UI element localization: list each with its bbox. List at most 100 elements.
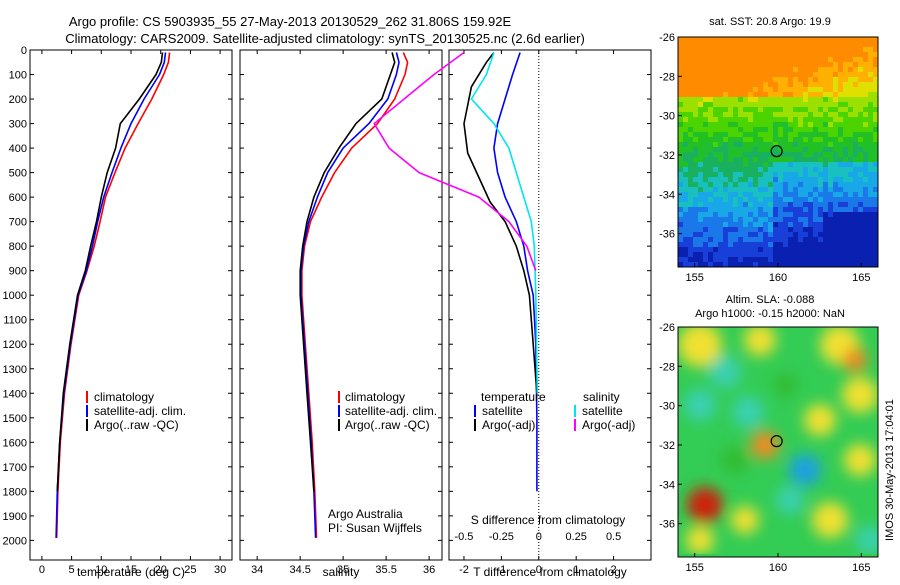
- sst-cell: [678, 217, 683, 222]
- sst-cell: [728, 207, 733, 212]
- sst-cell: [808, 92, 813, 97]
- sst-cell: [763, 117, 768, 122]
- sst-cell: [823, 97, 828, 102]
- sst-cell: [828, 127, 833, 132]
- sst-cell: [733, 242, 738, 247]
- sst-cell: [818, 197, 823, 202]
- sst-cell: [818, 122, 823, 127]
- sst-cell: [703, 137, 708, 142]
- sst-cell: [858, 257, 863, 262]
- x-tick-label: 35: [337, 564, 349, 576]
- sst-cell: [773, 37, 778, 42]
- sst-cell: [723, 77, 728, 82]
- sst-cell: [853, 142, 858, 147]
- sst-cell: [843, 207, 848, 212]
- sst-cell: [793, 107, 798, 112]
- sst-cell: [873, 112, 878, 117]
- sst-cell: [678, 137, 683, 142]
- sst-cell: [778, 37, 783, 42]
- sst-cell: [843, 42, 848, 47]
- s-difference-label: S difference from climatology: [471, 513, 626, 527]
- sst-cell: [873, 187, 878, 192]
- sst-cell: [873, 167, 878, 172]
- sst-cell: [688, 202, 693, 207]
- sst-cell: [828, 182, 833, 187]
- sst-cell: [868, 247, 873, 252]
- sst-cell: [708, 187, 713, 192]
- sst-cell: [773, 227, 778, 232]
- sst-cell: [793, 192, 798, 197]
- sst-cell: [738, 197, 743, 202]
- sst-cell: [848, 157, 853, 162]
- sst-cell: [733, 152, 738, 157]
- sst-cell: [843, 177, 848, 182]
- sst-cell: [788, 117, 793, 122]
- legend-label-climatology: climatology: [345, 390, 405, 404]
- sst-cell: [873, 42, 878, 47]
- sst-cell: [733, 67, 738, 72]
- sst-cell: [868, 47, 873, 52]
- sst-cell: [863, 232, 868, 237]
- x-tick-label: 34.5: [289, 564, 310, 576]
- sst-cell: [868, 182, 873, 187]
- sst-cell: [728, 242, 733, 247]
- sst-cell: [848, 162, 853, 167]
- sst-cell: [728, 262, 733, 267]
- sla-blob: [751, 431, 779, 459]
- sst-cell: [803, 262, 808, 267]
- sst-cell: [728, 167, 733, 172]
- y-tick-label: 200: [9, 94, 27, 106]
- sst-cell: [843, 72, 848, 77]
- sst-cell: [798, 77, 803, 82]
- sst-cell: [738, 212, 743, 217]
- sst-cell: [873, 122, 878, 127]
- sst-cell: [758, 207, 763, 212]
- sst-cell: [733, 222, 738, 227]
- sst-cell: [848, 42, 853, 47]
- sst-cell: [773, 217, 778, 222]
- sst-cell: [808, 67, 813, 72]
- sst-cell: [828, 77, 833, 82]
- sst-cell: [778, 52, 783, 57]
- sst-cell: [768, 217, 773, 222]
- sst-cell: [698, 117, 703, 122]
- sst-cell: [788, 177, 793, 182]
- sst-cell: [838, 217, 843, 222]
- sst-cell: [678, 82, 683, 87]
- sst-cell: [778, 97, 783, 102]
- sst-cell: [873, 72, 878, 77]
- sst-cell: [828, 92, 833, 97]
- sst-cell: [688, 227, 693, 232]
- sst-cell: [838, 227, 843, 232]
- difference-panel-frame: [448, 49, 652, 561]
- sst-cell: [873, 132, 878, 137]
- sst-cell: [813, 172, 818, 177]
- sst-cell: [768, 122, 773, 127]
- sst-cell: [843, 57, 848, 62]
- sst-cell: [843, 62, 848, 67]
- sst-cell: [698, 177, 703, 182]
- sst-cell: [778, 242, 783, 247]
- sst-cell: [693, 237, 698, 242]
- sst-cell: [778, 257, 783, 262]
- sla-blob: [684, 389, 716, 421]
- sst-cell: [688, 72, 693, 77]
- sst-cell: [678, 102, 683, 107]
- sst-cell: [808, 237, 813, 242]
- sst-cell: [693, 147, 698, 152]
- sst-cell: [728, 62, 733, 67]
- sst-cell: [678, 92, 683, 97]
- sst-cell: [758, 197, 763, 202]
- sst-cell: [693, 182, 698, 187]
- sst-cell: [688, 262, 693, 267]
- sst-cell: [733, 262, 738, 267]
- sst-cell: [788, 62, 793, 67]
- sst-cell: [678, 222, 683, 227]
- sst-cell: [783, 252, 788, 257]
- sst-cell: [868, 197, 873, 202]
- sst-cell: [798, 152, 803, 157]
- sst-cell: [688, 222, 693, 227]
- sst-cell: [783, 142, 788, 147]
- y-tick-label: 1800: [3, 486, 27, 498]
- sst-cell: [728, 187, 733, 192]
